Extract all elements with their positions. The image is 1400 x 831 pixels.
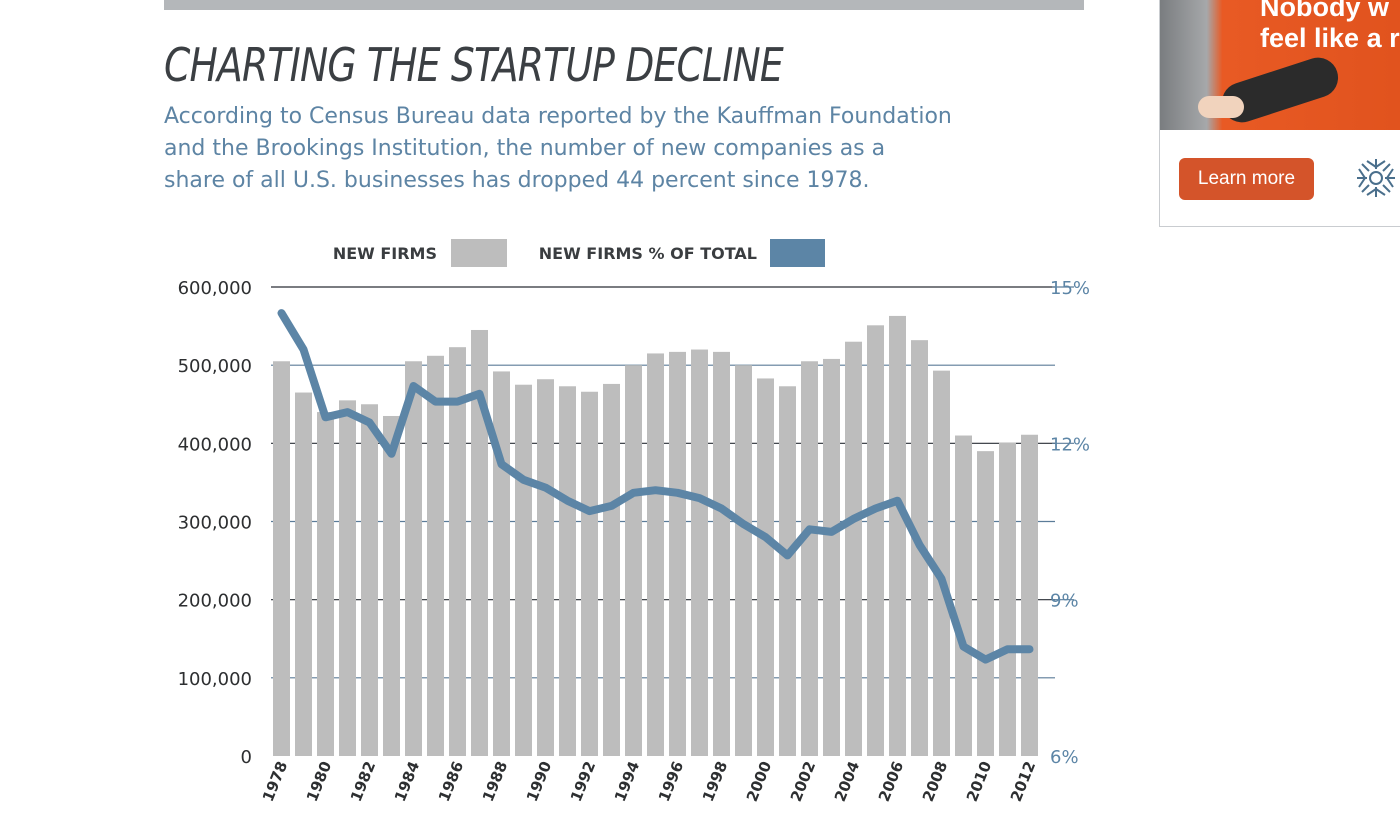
bar-2001 (779, 386, 796, 756)
ad-headline-line-2: feel like a r (1260, 23, 1400, 53)
ad-headline: Nobody w feel like a r (1260, 0, 1400, 54)
left-tick-label-200,000: 200,000 (178, 591, 252, 612)
left-tick-label-100,000: 100,000 (178, 669, 252, 690)
bar-1985 (427, 355, 444, 756)
x-tick-label-1986: 1986 (435, 759, 467, 804)
bar-1991 (559, 386, 576, 756)
x-tick-label-2006: 2006 (875, 759, 907, 804)
bar-2012 (1021, 434, 1038, 756)
bar-1982 (361, 404, 378, 756)
x-tick-label-1988: 1988 (479, 759, 511, 804)
bar-1986 (449, 347, 466, 756)
learn-more-button[interactable]: Learn more (1179, 158, 1314, 200)
x-tick-label-2000: 2000 (743, 759, 775, 804)
line-new-firms-pct (277, 309, 1034, 664)
bar-2008 (933, 370, 950, 756)
legend-label-new-firms: NEW FIRMS (333, 244, 437, 263)
bar-1978 (273, 361, 290, 756)
bar-2009 (955, 435, 972, 756)
bar-1994 (625, 365, 642, 756)
bar-1995 (647, 353, 664, 756)
x-tick-label-1982: 1982 (347, 759, 379, 804)
x-tick-label-2002: 2002 (787, 759, 819, 804)
x-tick-label-1984: 1984 (391, 759, 423, 804)
bar-series-new-firms (273, 315, 1038, 756)
bar-2004 (845, 341, 862, 756)
bar-2010 (977, 451, 994, 756)
bar-1984 (405, 361, 422, 756)
bar-1999 (735, 365, 752, 756)
x-tick-label-1992: 1992 (567, 759, 599, 804)
bar-1989 (515, 384, 532, 756)
right-tick-label-9%: 9% (1050, 591, 1079, 612)
right-axis: 6% 9% 12% 15% (1050, 278, 1090, 768)
x-tick-label-2008: 2008 (919, 759, 951, 804)
legend-swatch-new-firms-pct (770, 239, 825, 267)
bar-1993 (603, 383, 620, 756)
ad-headline-line-1: Nobody w (1260, 0, 1389, 22)
ad-photo: Nobody w feel like a r (1160, 0, 1400, 130)
right-tick-label-15%: 15% (1050, 278, 1090, 299)
startup-decline-chart: NEW FIRMS NEW FIRMS % OF TOTAL 0 100,000 2… (178, 239, 1090, 804)
x-tick-label-1994: 1994 (611, 759, 643, 804)
x-tick-label-2010: 2010 (963, 759, 995, 804)
left-tick-label-0: 0 (241, 747, 252, 768)
left-tick-label-400,000: 400,000 (178, 434, 252, 455)
bar-1983 (383, 415, 400, 756)
bar-2000 (757, 378, 774, 756)
x-tick-label-1990: 1990 (523, 759, 555, 804)
bar-2005 (867, 325, 884, 756)
left-axis: 0 100,000 200,000 300,000 400,000 500,000 600,… (178, 278, 252, 768)
left-tick-label-600,000: 600,000 (178, 278, 252, 299)
subtitle-line-2: and the Brookings Institution, the numbe… (164, 136, 886, 161)
legend-swatch-new-firms (451, 239, 507, 267)
bar-2006 (889, 315, 906, 756)
bar-2003 (823, 358, 840, 756)
chart-legend: NEW FIRMS NEW FIRMS % OF TOTAL (333, 239, 825, 267)
x-tick-label-1998: 1998 (699, 759, 731, 804)
bar-1981 (339, 400, 356, 756)
x-tick-label-2012: 2012 (1007, 759, 1039, 804)
left-tick-label-500,000: 500,000 (178, 356, 252, 377)
chart-title: CHARTING THE STARTUP DECLINE (164, 38, 784, 92)
x-tick-label-1978: 1978 (259, 759, 291, 804)
x-tick-label-1996: 1996 (655, 759, 687, 804)
subtitle-line-1: According to Census Bureau data reported… (164, 104, 952, 129)
x-tick-label-2004: 2004 (831, 759, 863, 804)
subtitle-line-3: share of all U.S. businesses has dropped… (164, 168, 870, 193)
bar-1992 (581, 391, 598, 756)
left-tick-label-300,000: 300,000 (178, 513, 252, 534)
right-tick-label-12%: 12% (1050, 434, 1090, 455)
legend-label-new-firms-pct: NEW FIRMS % OF TOTAL (539, 244, 757, 263)
advertisement[interactable]: Nobody w feel like a r Learn more (1159, 0, 1400, 227)
chart-subtitle: According to Census Bureau data reported… (164, 101, 1024, 197)
bar-1980 (317, 412, 334, 756)
x-tick-label-1980: 1980 (303, 759, 335, 804)
bar-1987 (471, 329, 488, 756)
bar-2011 (999, 442, 1016, 756)
starburst-logo-icon (1357, 159, 1395, 197)
bar-1998 (713, 351, 730, 756)
bar-1988 (493, 371, 510, 756)
bar-1997 (691, 349, 708, 756)
right-tick-label-6%: 6% (1050, 747, 1079, 768)
bar-1990 (537, 379, 554, 756)
header-divider-bar (164, 0, 1084, 10)
line-series-new-firms-pct (277, 309, 1034, 664)
ad-photo-hand (1198, 96, 1244, 118)
x-axis: 1978 1980 1982 1984 1986 1988 1990 1992 1994 1996… (259, 759, 1039, 804)
bar-2002 (801, 361, 818, 756)
bar-1996 (669, 351, 686, 756)
bar-1979 (295, 392, 312, 756)
